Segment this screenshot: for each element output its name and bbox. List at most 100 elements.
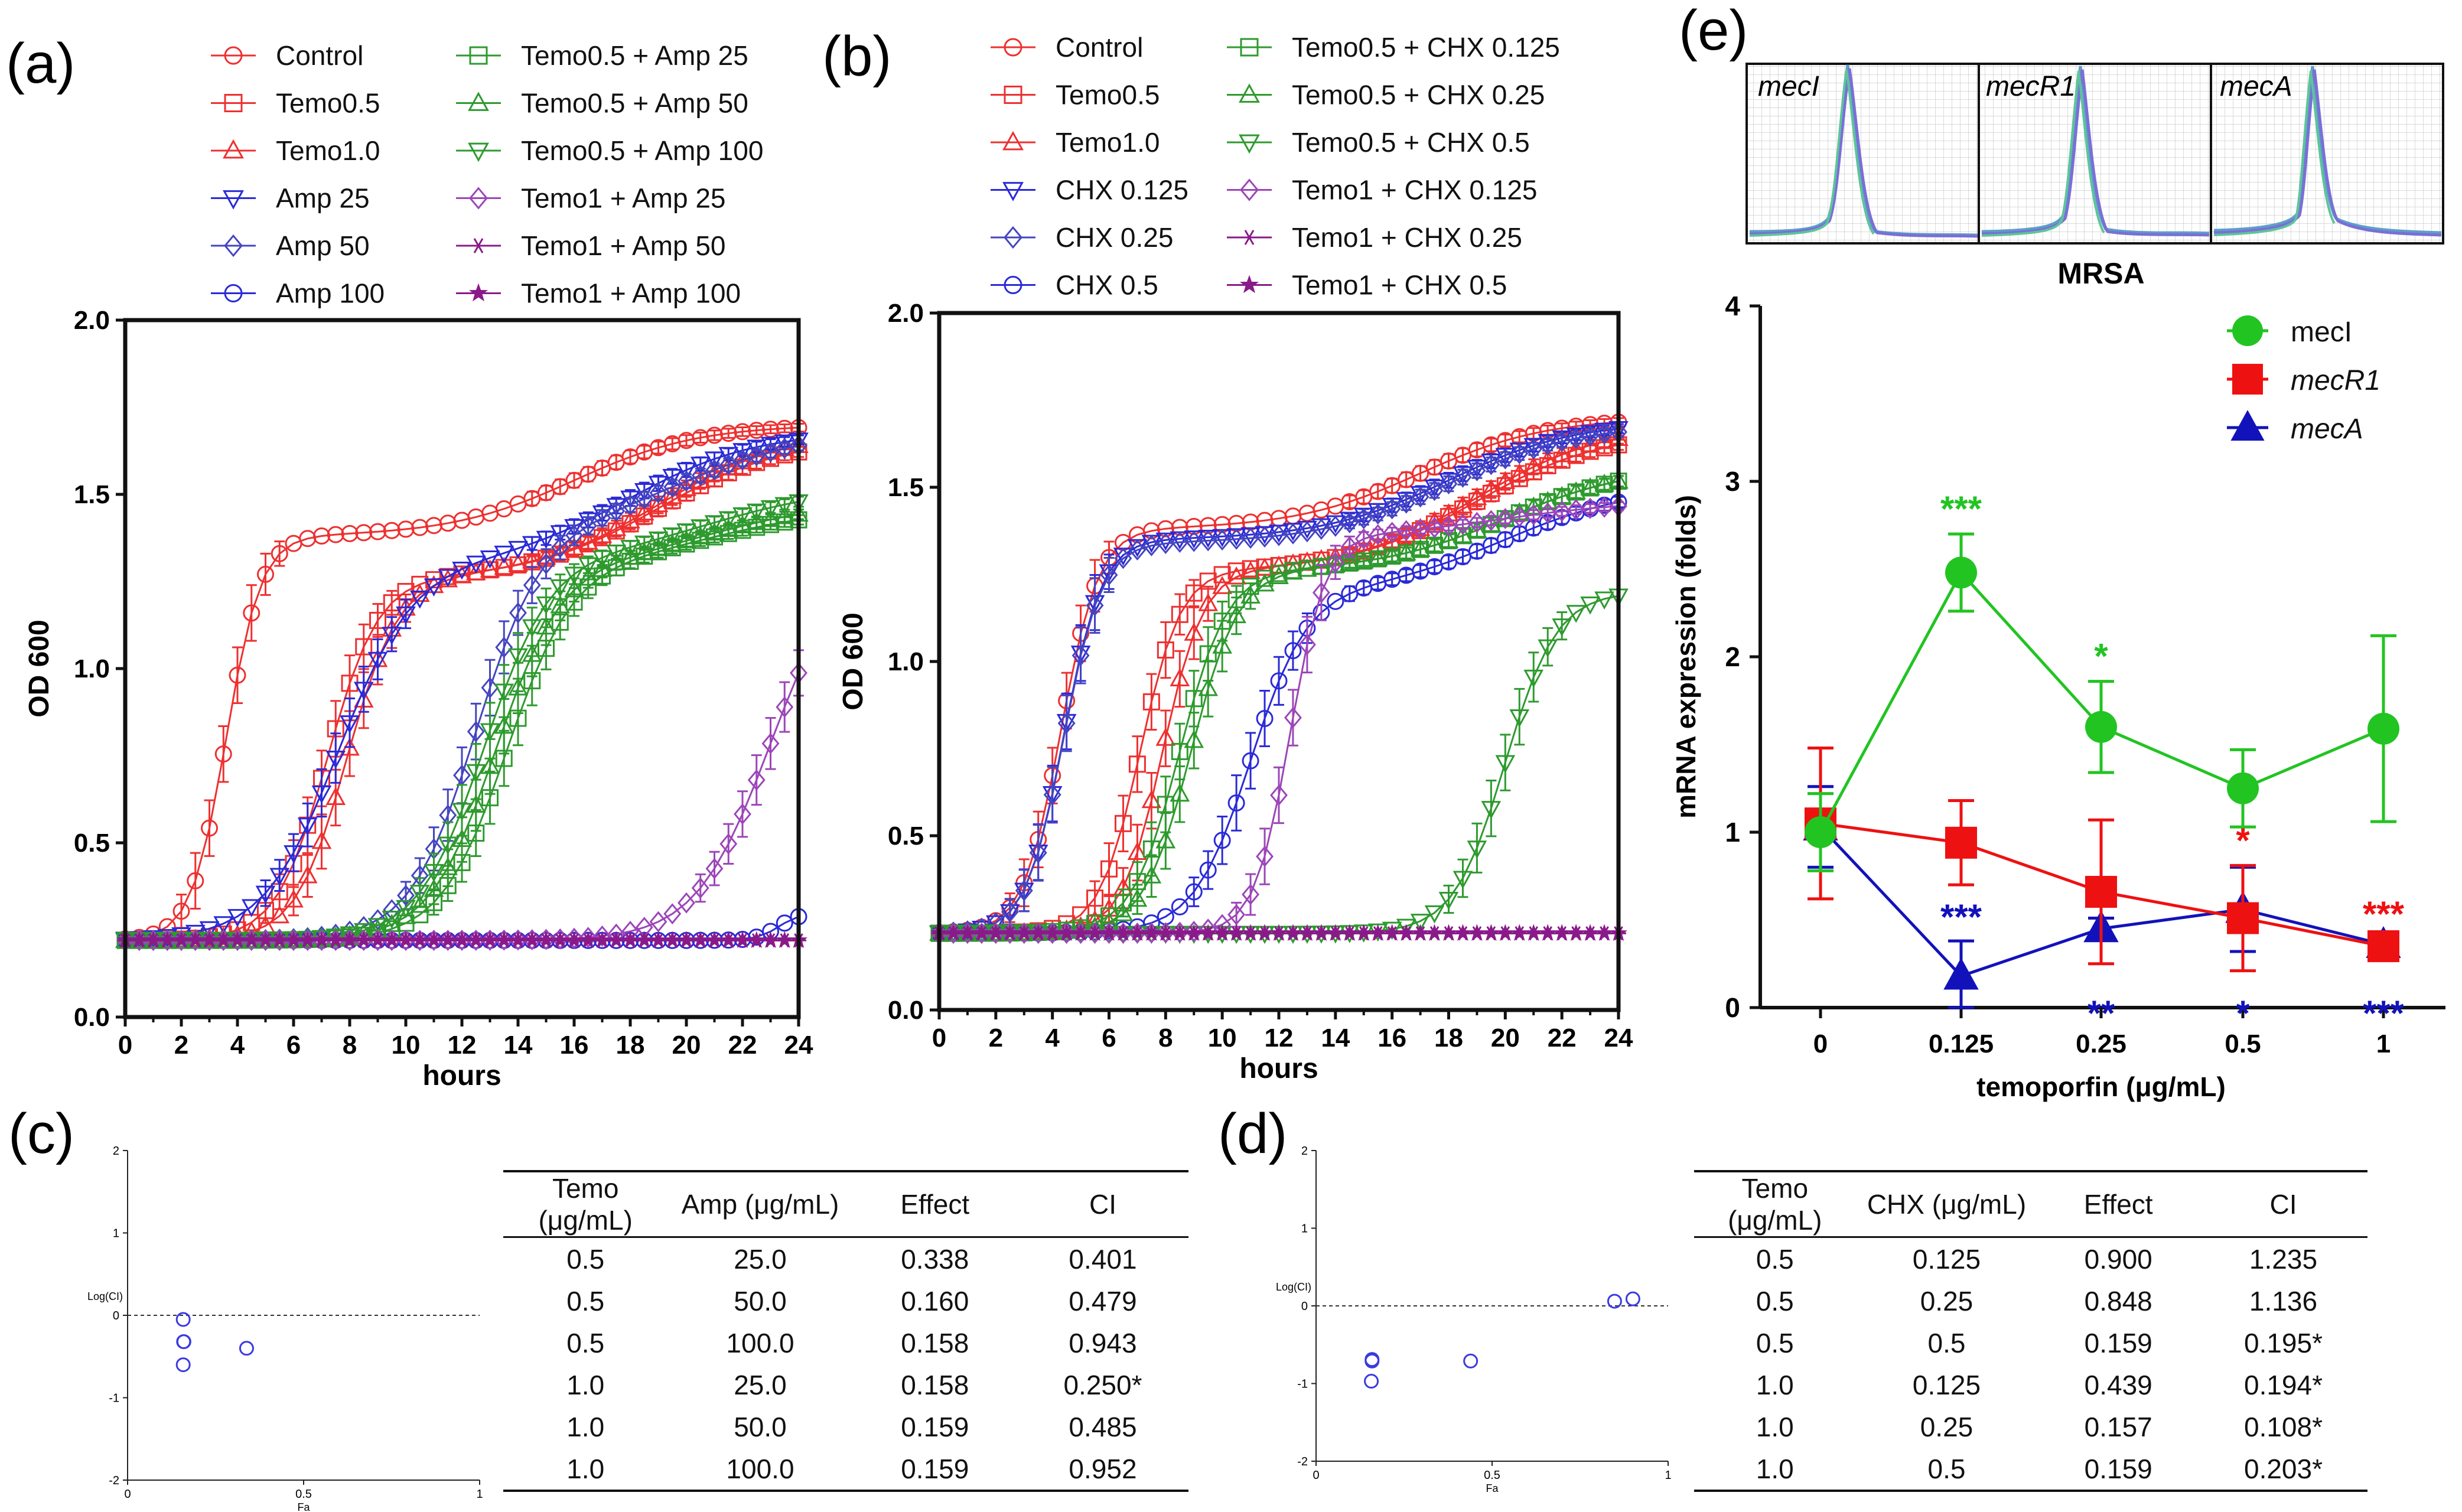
table-cell: 0.125 (1912, 1369, 1981, 1400)
legend-item: Temo0.5 (211, 88, 380, 119)
data-point (1256, 710, 1274, 728)
data-point (1270, 672, 1288, 690)
table-row: 0.5 100.0 0.158 0.943 (503, 1322, 1188, 1364)
data-point (1411, 518, 1429, 540)
data-point (465, 555, 486, 574)
legend-marker (1239, 275, 1259, 294)
x-tick-label: 4 (1045, 1024, 1060, 1052)
data-point (1226, 605, 1246, 624)
data-point (1171, 532, 1189, 553)
data-point (1468, 924, 1486, 941)
data-point (1157, 796, 1174, 813)
ci-plot-c: 2 1 0 -1 -2 0 0.5 1 Fa Log(CI) (87, 1145, 483, 1512)
data-point (1595, 423, 1613, 445)
error-bar (1571, 485, 1582, 499)
table-cell: 0.5 (566, 1243, 605, 1275)
data-point (551, 478, 569, 496)
x-tick-label: 16 (1377, 1024, 1406, 1052)
data-point (635, 488, 653, 510)
data-point (1383, 571, 1401, 588)
data-point (424, 575, 444, 594)
data-point (213, 916, 234, 934)
data-point (452, 829, 472, 848)
data-point (1185, 530, 1203, 552)
error-bar (204, 799, 215, 857)
legend-item: Amp 50 (211, 230, 370, 261)
data-point (1567, 428, 1585, 449)
data-point (1440, 515, 1458, 537)
error-bar (1457, 858, 1468, 898)
y-axis-label: OD 600 (838, 612, 869, 710)
data-point (1398, 471, 1415, 488)
data-point (369, 611, 386, 629)
error-bar (1471, 822, 1483, 874)
y-axis-label: OD 600 (24, 620, 55, 717)
x-tick-label: 1 (2376, 1029, 2391, 1058)
x-tick-label: 8 (343, 1031, 357, 1060)
data-point (1157, 641, 1174, 659)
error-bar (1231, 597, 1242, 636)
data-point (1185, 920, 1203, 942)
data-point (1199, 530, 1217, 552)
significance-marker: * (2094, 637, 2108, 676)
error-bar (470, 743, 481, 800)
legend-label: Control (276, 40, 363, 71)
legend-marker (1241, 230, 1258, 245)
data-point (256, 930, 275, 951)
data-point (1581, 497, 1600, 519)
series-temo1-chx-0-5 (930, 924, 1628, 941)
data-point (1496, 508, 1515, 530)
data-point (1170, 783, 1190, 802)
legend: Control Temo0.5 Temo1.0 Amp 25 Amp 50 Amp 100… (211, 40, 763, 309)
data-point (594, 460, 611, 477)
error-bar (190, 852, 201, 910)
error-bar (1585, 481, 1596, 495)
data-point (1057, 923, 1076, 944)
legend-marker (223, 139, 244, 159)
error-bar (779, 681, 790, 733)
data-point (1453, 524, 1473, 543)
error-bar (218, 725, 229, 783)
legend-marker (1239, 134, 1260, 154)
data-point (1199, 517, 1217, 535)
y-tick-label: 2 (1301, 1145, 1308, 1158)
y-tick-label: 0.0 (74, 1003, 110, 1032)
data-point (1001, 901, 1019, 923)
data-point (255, 885, 276, 904)
legend-label: Temo1.0 (1056, 127, 1160, 158)
data-point (1496, 448, 1515, 470)
data-point (1354, 508, 1373, 530)
data-point (1142, 922, 1161, 944)
table-row: 0.5 0.125 0.900 1.235 (1694, 1237, 2367, 1280)
data-point (1426, 458, 1444, 476)
error-bar (681, 473, 692, 489)
data-point (1212, 635, 1233, 654)
table-cell: 0.159 (852, 1448, 1017, 1492)
error-bar (695, 431, 706, 444)
legend-marker (1002, 182, 1024, 201)
data-point (678, 892, 695, 914)
data-point (1171, 605, 1188, 623)
data-point (355, 524, 373, 542)
table-cell: 0.5 (566, 1327, 605, 1358)
data-point (564, 537, 584, 556)
x-tick-label: 0 (1813, 1029, 1828, 1058)
data-point (1015, 879, 1033, 901)
data-point (397, 520, 415, 538)
data-point (1454, 466, 1472, 488)
data-point (606, 552, 627, 571)
error-bar (1174, 593, 1186, 636)
error-bar (751, 504, 762, 518)
data-point (1369, 575, 1387, 592)
error-bar (779, 498, 790, 511)
error-bar (316, 768, 327, 818)
legend-marker (1004, 226, 1022, 249)
legend-label: Temo1 + CHX 0.5 (1292, 270, 1507, 301)
legend-label: mecA (2291, 413, 2363, 445)
column-header-temo: Temo (μg/mL) (503, 1170, 668, 1238)
error-bar (1528, 458, 1539, 475)
table-row: 1.0 25.0 0.158 0.250* (503, 1364, 1188, 1406)
series-chx-0-5 (930, 493, 1627, 942)
data-point (747, 769, 766, 791)
data-point (634, 542, 654, 561)
